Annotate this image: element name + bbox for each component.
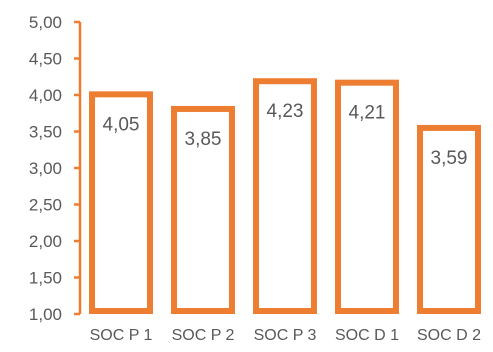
bar-soc-p-1	[89, 91, 153, 314]
data-labels-group: 4,05 3,85 4,23 4,21 3,59	[103, 101, 468, 169]
y-tick-label: 3,00	[29, 159, 62, 178]
x-category-label: SOC P 2	[172, 327, 235, 344]
x-category-label: SOC P 3	[254, 327, 317, 344]
y-tick-label: 1,00	[29, 305, 62, 324]
bars-group	[89, 78, 481, 315]
y-tick-label: 2,50	[29, 196, 62, 215]
x-axis: SOC P 1 SOC P 2 SOC P 3 SOC D 1 SOC D 2	[90, 327, 482, 344]
data-label: 3,85	[185, 129, 222, 150]
bar-soc-d-2	[417, 124, 481, 315]
data-label: 4,23	[267, 101, 304, 122]
x-category-label: SOC P 1	[90, 327, 153, 344]
x-category-label: SOC D 2	[417, 327, 481, 344]
data-label: 4,21	[349, 103, 386, 124]
y-tick-label: 2,00	[29, 232, 62, 251]
bar-soc-p-2	[171, 105, 235, 314]
y-tick-label: 3,50	[29, 123, 62, 142]
y-tick-label: 4,00	[29, 86, 62, 105]
bar-soc-p-3	[253, 78, 317, 314]
y-tick-label: 1,50	[29, 269, 62, 288]
y-axis: 1,00 1,50 2,00 2,50 3,00 3,50 4,00 4,50 5,00	[29, 13, 82, 324]
x-category-label: SOC D 1	[335, 327, 399, 344]
data-label: 3,59	[431, 148, 468, 169]
bar-soc-d-1	[335, 79, 399, 314]
y-tick-label: 4,50	[29, 50, 62, 69]
data-label: 4,05	[103, 114, 140, 135]
y-tick-label: 5,00	[29, 13, 62, 32]
